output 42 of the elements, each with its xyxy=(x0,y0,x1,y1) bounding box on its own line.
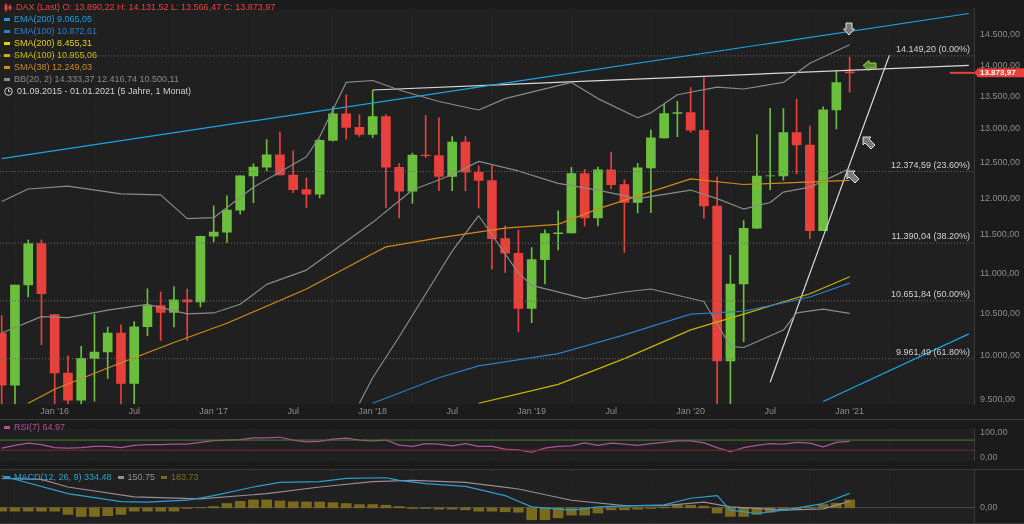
x-tick-label: Jul xyxy=(605,406,617,417)
legend-label: SMA(100) 10.955,06 xyxy=(13,50,99,61)
legend-label: SMA(200) 8.455,31 xyxy=(13,38,94,49)
x-tick-label: Jan '16 xyxy=(40,406,70,417)
ref-line-label: 9.961,49 (61.80%) xyxy=(895,346,970,357)
y-tick-label: 12.500,00 xyxy=(980,157,1021,168)
x-tick-label: Jul xyxy=(287,406,299,417)
chart-title: DAX (Last) O: 13.890,22 H: 14.131,52 L: 13.566,47 C: 13.873,97 xyxy=(15,2,276,13)
x-tick-label: Jan '17 xyxy=(199,406,229,417)
y-tick-label: 13.500,00 xyxy=(980,90,1021,101)
y-tick-label: 11.000,00 xyxy=(980,267,1020,278)
y-tick-label: 12.000,00 xyxy=(980,192,1021,203)
y-tick-label: 14.000,00 xyxy=(980,59,1021,70)
legend-label: SMA(38) 12.249,03 xyxy=(13,62,94,73)
legend-label: BB(20, 2) 14.333,37 12.416,74 10.500,11 xyxy=(13,74,180,85)
x-tick-label: Jul xyxy=(128,406,140,417)
legend-label: EMA(200) 9.065,05 xyxy=(13,14,94,25)
y-tick-label: 100,00 xyxy=(980,426,1008,437)
x-tick-label: Jan '20 xyxy=(676,406,706,417)
legend-label: 183.73 xyxy=(170,472,199,483)
y-tick-label: 11.500,00 xyxy=(980,229,1020,240)
y-tick-label: 0,00 xyxy=(980,452,998,463)
legend-label: MACD(12, 26, 9) 334.48 xyxy=(13,472,112,483)
x-tick-label: Jan '18 xyxy=(358,406,388,417)
legend-label: 150.75 xyxy=(126,472,156,483)
text: 01.09.2015 - 01.01.2021 (5 Jahre, 1 Monat) xyxy=(16,86,193,97)
x-tick-label: Jan '19 xyxy=(517,406,547,417)
x-tick-label: Jan '21 xyxy=(835,406,865,417)
y-tick-label: 13.000,00 xyxy=(980,123,1021,134)
y-tick-label: 10.500,00 xyxy=(980,307,1021,318)
ref-line-label: 10.651,84 (50.00%) xyxy=(890,288,970,299)
y-tick-label: 10.000,00 xyxy=(980,349,1021,360)
x-tick-label: Jul xyxy=(446,406,458,417)
legend-label: RSI(7) 64.97 xyxy=(13,422,66,433)
ref-line-label: 13.873,97 xyxy=(980,68,1017,78)
ref-line-label: 11.390,04 (38.20%) xyxy=(891,231,970,242)
ref-line-label: 12.374,59 (23.60%) xyxy=(890,159,970,170)
ref-line-label: 14.149,20 (0.00%) xyxy=(895,43,970,54)
y-tick-label: 14.500,00 xyxy=(980,29,1021,40)
y-tick-label: 9.500,00 xyxy=(980,394,1016,405)
x-tick-label: Jul xyxy=(764,406,776,417)
legend-label: EMA(100) 10.872,61 xyxy=(13,26,99,37)
